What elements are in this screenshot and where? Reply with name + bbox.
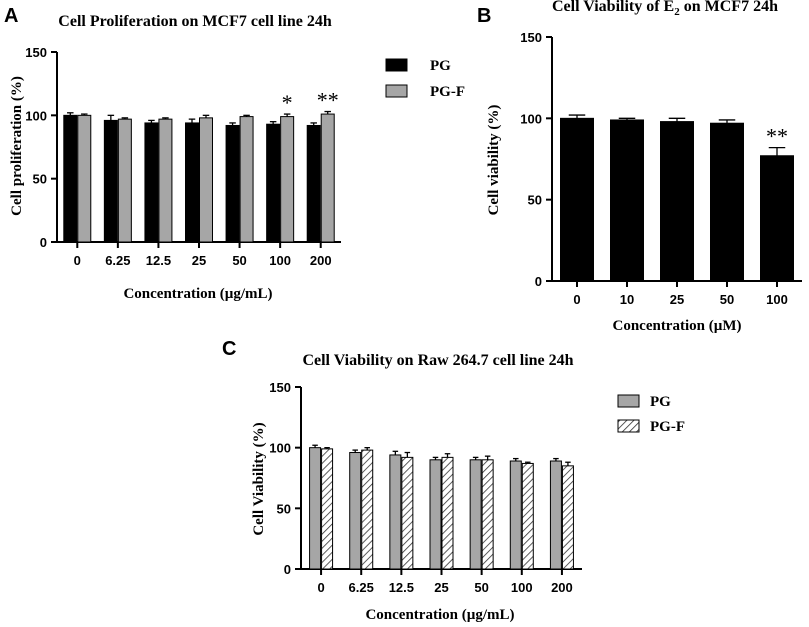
chart-b-y-tick-label-3: 150 [520,30,542,45]
panel-letter-b: B [477,5,491,27]
chart-a-x-tick-label-1: 6.25 [105,253,130,268]
chart-c-bar-pg-4 [469,459,482,570]
chart-a-significance-1: ** [317,88,339,113]
legend-c-pg-swatch [617,394,640,408]
chart-c-bar-pg-6 [549,460,562,570]
plot-c: 0 50 100 150 0 6.25 12.5 25 50 100 200 [269,380,582,595]
chart-c-y-tick-label-2: 100 [269,441,291,456]
chart-c-bar-pgf-1 [361,449,374,570]
panel-letter-c: C [222,338,236,360]
chart-a-title: Cell Proliferation on MCF7 cell line 24h [58,13,332,30]
chart-c-bar-pgf-0 [321,448,334,570]
legend-a-pg-swatch [385,58,408,72]
chart-c-y-tick-label-3: 150 [269,380,291,395]
chart-b-x-tick-label-1: 10 [620,292,634,307]
chart-a-bar-pg-6 [306,124,321,243]
legend-c-pgf-swatch [617,419,640,433]
chart-c-x-tick-label-6: 200 [551,580,573,595]
chart-b-bar-e2-2 [660,121,694,282]
legend-a-pgf-label: PG-F [430,84,465,100]
chart-c-ylabel: Cell Viability (%) [251,422,267,535]
chart-c-x-tick-label-4: 50 [474,580,488,595]
chart-b-xlabel: Concentration (µM) [612,318,741,334]
chart-b-ylabel: Cell viability (%) [486,105,502,216]
chart-c-title: Cell Viability on Raw 264.7 cell line 24… [302,352,573,369]
chart-c-bar-pgf-6 [561,465,574,570]
chart-c-x-tick-label-1: 6.25 [349,580,374,595]
chart-a-significance-0: * [282,90,293,115]
chart-b-x-tick-label-2: 25 [670,292,684,307]
panel-b: B Cell Viability of E2 on MCF7 24h Cell … [477,0,802,334]
panel-c: C Cell Viability on Raw 264.7 cell line … [222,338,685,623]
chart-a-x-tick-label-5: 100 [269,253,291,268]
chart-a-bar-pgf-0 [77,114,92,243]
chart-c-y-tick-label-0: 0 [284,562,291,577]
legend-c-pgf-label: PG-F [650,419,685,435]
chart-b-y-tick-label-1: 50 [528,193,542,208]
chart-a-bar-pgf-2 [158,118,173,243]
legend-a: PG PG-F [385,58,465,100]
chart-b-x-tick-label-3: 50 [720,292,734,307]
chart-a-x-tick-label-0: 0 [74,253,81,268]
chart-a-bar-pgf-1 [117,118,132,243]
chart-a-bar-pgf-3 [199,117,213,243]
chart-c-bar-pgf-5 [521,462,534,570]
chart-b-x-tick-label-4: 100 [766,292,788,307]
chart-c-bar-pg-5 [509,460,522,570]
chart-c-bar-pg-2 [389,454,402,570]
chart-c-bar-pgf-2 [401,456,414,570]
chart-a-bar-pg-2 [144,122,159,243]
chart-a-bar-pgf-6 [320,113,335,243]
chart-c-x-tick-label-5: 100 [511,580,533,595]
chart-a-y-tick-label-2: 100 [25,108,47,123]
chart-c-x-tick-label-0: 0 [317,580,324,595]
chart-b-bar-e2-1 [610,119,644,282]
chart-a-bar-pg-1 [103,119,118,243]
plot-b: 0 50 100 150 0 10 25 50 100 ** [520,30,802,307]
panel-a: A Cell Proliferation on MCF7 cell line 2… [4,5,465,302]
legend-c-pg-label: PG [650,394,671,410]
chart-b-x-tick-label-0: 0 [573,292,580,307]
chart-b-bar-e2-4 [760,155,794,282]
chart-c-bar-pg-3 [429,459,442,570]
chart-a-bar-pg-5 [266,123,281,243]
chart-a-bar-pg-4 [225,124,240,243]
chart-c-bar-pgf-4 [481,459,494,570]
chart-c-x-tick-label-3: 25 [434,580,448,595]
chart-a-bar-pgf-5 [280,116,295,243]
chart-b-bar-e2-3 [710,122,744,282]
chart-c-bar-pgf-3 [441,456,454,570]
chart-a-y-tick-label-0: 0 [40,235,47,250]
chart-a-xlabel: Concentration (µg/mL) [123,286,272,302]
chart-c-x-tick-label-2: 12.5 [389,580,414,595]
chart-a-bar-pg-3 [185,122,199,243]
chart-a-x-tick-label-2: 12.5 [146,253,171,268]
chart-c-xlabel: Concentration (µg/mL) [365,607,514,623]
chart-b-title-rest: on MCF7 24h [680,0,778,15]
chart-b-title: Cell Viability of E2 on MCF7 24h [552,0,778,18]
chart-b-significance-0: ** [766,124,788,149]
chart-a-x-tick-label-6: 200 [310,253,332,268]
chart-c-y-tick-label-1: 50 [277,501,291,516]
chart-b-title-sub: 2 [674,6,680,18]
chart-a-y-tick-label-1: 50 [33,172,47,187]
legend-c: PG PG-F [617,394,685,435]
legend-a-pgf-swatch [385,84,408,98]
chart-c-bar-pg-1 [349,452,362,570]
chart-a-bar-pgf-4 [239,116,254,243]
panel-letter-a: A [4,5,18,27]
chart-a-x-tick-label-3: 25 [192,253,206,268]
legend-a-pg-label: PG [430,58,451,74]
chart-a-x-tick-label-4: 50 [232,253,246,268]
chart-a-ylabel: Cell proliferation (%) [9,76,25,216]
chart-b-y-tick-label-2: 100 [520,111,542,126]
chart-a-y-tick-label-3: 150 [25,45,47,60]
chart-b-y-tick-label-0: 0 [535,274,542,289]
chart-a-bar-pg-0 [63,114,78,243]
chart-c-bar-pg-0 [309,447,322,570]
chart-b-bar-e2-0 [560,117,594,282]
chart-b-title-main: Cell Viability of E [552,0,674,15]
